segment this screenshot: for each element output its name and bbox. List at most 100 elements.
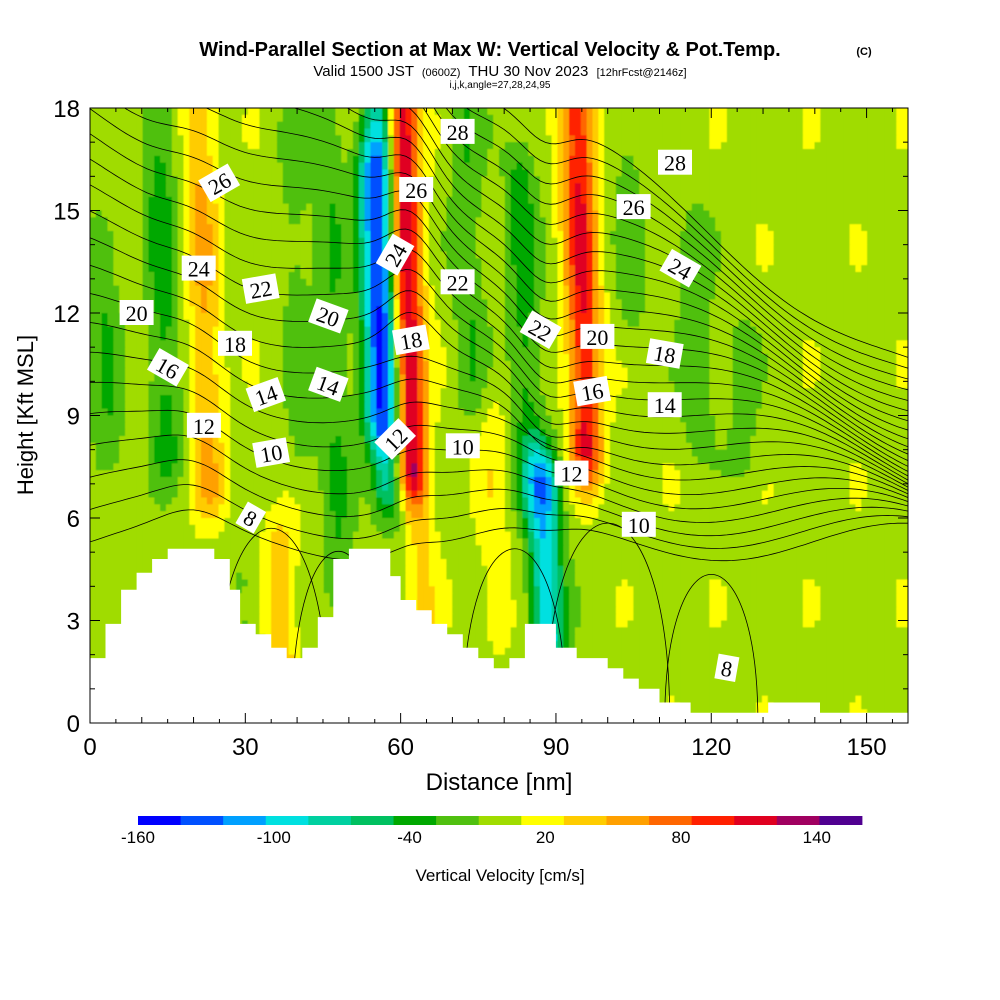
- velocity-cell: [165, 319, 173, 328]
- velocity-cell: [732, 108, 740, 116]
- velocity-cell: [195, 190, 202, 198]
- velocity-cell: [265, 155, 272, 164]
- velocity-cell: [796, 162, 804, 171]
- velocity-cell: [125, 340, 132, 348]
- velocity-cell: [610, 278, 617, 287]
- velocity-cell: [446, 333, 453, 341]
- velocity-cell: [534, 231, 541, 239]
- velocity-cell: [428, 128, 436, 136]
- velocity-cell: [680, 142, 687, 150]
- velocity-cell: [902, 265, 908, 273]
- velocity-cell: [440, 251, 448, 259]
- velocity-cell: [376, 183, 383, 191]
- velocity-cell: [510, 265, 518, 273]
- velocity-cell: [306, 142, 313, 150]
- velocity-cell: [621, 121, 629, 130]
- velocity-cell: [884, 333, 892, 341]
- velocity-cell: [569, 292, 576, 300]
- velocity-cell: [206, 326, 214, 335]
- velocity-cell: [241, 326, 249, 335]
- velocity-cell: [271, 176, 278, 184]
- velocity-cell: [171, 176, 179, 184]
- velocity-cell: [499, 128, 506, 136]
- velocity-cell: [224, 326, 231, 335]
- velocity-cell: [902, 244, 908, 253]
- velocity-cell: [896, 313, 903, 321]
- velocity-cell: [189, 251, 196, 259]
- velocity-cell: [335, 128, 342, 136]
- velocity-cell: [697, 121, 705, 130]
- velocity-cell: [569, 176, 576, 184]
- velocity-cell: [662, 231, 670, 239]
- velocity-cell: [428, 142, 436, 150]
- velocity-cell: [148, 176, 155, 184]
- velocity-cell: [423, 278, 430, 287]
- velocity-cell: [487, 162, 494, 171]
- velocity-cell: [522, 333, 529, 341]
- velocity-cell: [370, 149, 377, 157]
- velocity-cell: [814, 176, 821, 184]
- velocity-cell: [230, 135, 237, 143]
- velocity-cell: [522, 149, 529, 157]
- velocity-cell: [107, 108, 114, 116]
- velocity-cell: [744, 244, 751, 253]
- velocity-cell: [504, 347, 512, 355]
- velocity-cell: [469, 244, 477, 253]
- velocity-cell: [796, 142, 804, 150]
- velocity-cell: [452, 306, 459, 314]
- velocity-cell: [376, 333, 383, 341]
- velocity-cell: [843, 149, 851, 157]
- velocity-cell: [703, 196, 710, 205]
- velocity-cell: [551, 203, 559, 212]
- velocity-cell: [171, 258, 179, 266]
- velocity-cell: [154, 169, 161, 177]
- velocity-cell: [697, 176, 705, 184]
- velocity-cell: [557, 128, 564, 136]
- velocity-cell: [528, 162, 535, 171]
- velocity-cell: [323, 285, 331, 294]
- velocity-cell: [475, 333, 483, 341]
- velocity-cell: [282, 203, 290, 212]
- velocity-cell: [90, 231, 97, 239]
- velocity-cell: [592, 108, 599, 116]
- velocity-cell: [300, 251, 307, 259]
- velocity-cell: [212, 292, 220, 300]
- velocity-cell: [317, 224, 325, 232]
- velocity-cell: [697, 155, 705, 164]
- velocity-cell: [656, 299, 664, 307]
- velocity-cell: [814, 114, 821, 123]
- velocity-cell: [639, 326, 646, 335]
- velocity-cell: [691, 169, 699, 177]
- velocity-cell: [744, 114, 751, 123]
- velocity-cell: [843, 340, 851, 348]
- velocity-cell: [335, 121, 342, 130]
- velocity-cell: [276, 244, 284, 253]
- velocity-cell: [645, 169, 652, 177]
- velocity-cell: [598, 292, 605, 300]
- velocity-cell: [352, 333, 360, 341]
- velocity-cell: [113, 224, 120, 232]
- velocity-cell: [832, 217, 839, 225]
- velocity-cell: [247, 108, 255, 116]
- velocity-cell: [639, 265, 646, 273]
- velocity-cell: [785, 340, 792, 348]
- velocity-cell: [352, 149, 360, 157]
- velocity-cell: [896, 251, 903, 259]
- velocity-cell: [218, 244, 225, 253]
- velocity-cell: [785, 244, 792, 253]
- velocity-cell: [411, 114, 418, 123]
- velocity-cell: [236, 149, 243, 157]
- velocity-cell: [370, 169, 377, 177]
- velocity-cell: [119, 114, 126, 123]
- velocity-cell: [294, 319, 301, 328]
- velocity-cell: [195, 292, 202, 300]
- velocity-cell: [358, 319, 366, 328]
- velocity-cell: [387, 190, 395, 198]
- velocity-cell: [154, 203, 161, 212]
- velocity-cell: [627, 299, 634, 307]
- velocity-cell: [113, 121, 120, 130]
- velocity-cell: [534, 278, 541, 287]
- velocity-cell: [119, 278, 126, 287]
- velocity-cell: [142, 278, 150, 287]
- velocity-cell: [142, 210, 150, 218]
